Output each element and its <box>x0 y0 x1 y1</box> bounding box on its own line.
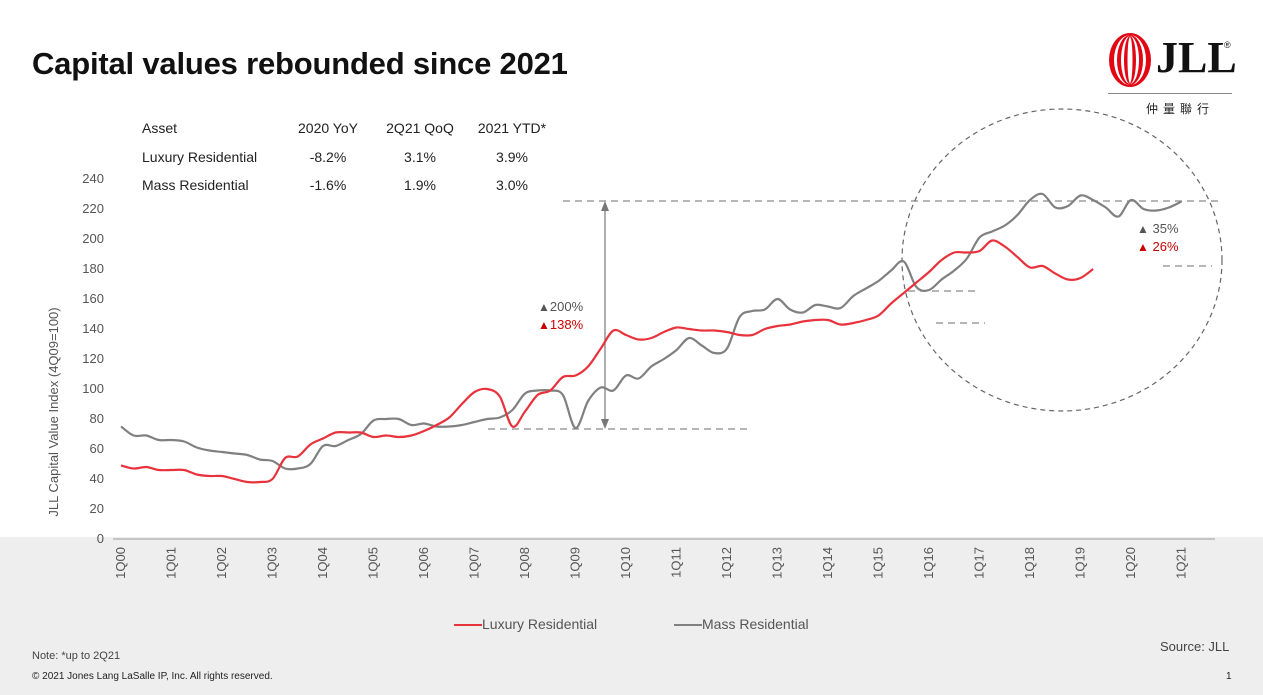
x-tick-label: 1Q15 <box>871 547 886 579</box>
table-cell: 1.9% <box>404 177 436 194</box>
x-tick-label: 1Q05 <box>366 547 381 579</box>
table-cell: Luxury Residential <box>142 148 258 165</box>
logo-chinese: 仲量聯行 <box>1146 102 1215 116</box>
footnote: Note: *up to 2Q21 <box>32 650 121 662</box>
table-row: Luxury Residential -8.2% 3.1% 3.9% <box>136 143 554 172</box>
y-tick-label: 100 <box>82 381 104 396</box>
legend-label-mass: Mass Residential <box>702 616 809 632</box>
source-note: Source: JLL <box>1160 639 1230 654</box>
left-mass-change: 200% <box>549 299 584 314</box>
jll-logo: JLL ® 仲量聯行 <box>1106 30 1237 120</box>
left-luxury-change: 138% <box>549 317 584 332</box>
up-triangle-icon: ▲ <box>538 318 550 332</box>
jll-logo-mark-icon <box>1109 33 1151 87</box>
x-tick-label: 1Q03 <box>265 547 280 579</box>
y-tick-label: 120 <box>82 351 104 366</box>
up-triangle-icon: ▲ <box>538 300 550 314</box>
y-tick-label: 160 <box>82 291 104 306</box>
x-tick-label: 1Q07 <box>467 547 482 579</box>
table-header: 2020 YoY <box>298 120 358 137</box>
y-tick-label: 40 <box>90 471 104 486</box>
x-tick-label: 1Q16 <box>921 547 936 579</box>
table-header: 2021 YTD* <box>477 120 547 137</box>
x-tick-label: 1Q13 <box>770 547 785 579</box>
logo-wordmark: JLL <box>1156 33 1237 82</box>
y-tick-label: 220 <box>82 201 104 216</box>
x-axis: 1Q00 1Q01 1Q02 1Q03 1Q04 1Q05 1Q06 1Q07 1Q08 1Q09… <box>113 538 1215 579</box>
logo-divider <box>1108 93 1232 94</box>
legend-label-luxury: Luxury Residential <box>482 616 598 632</box>
table-cell: -1.6% <box>309 177 347 194</box>
y-tick-label: 60 <box>90 441 104 456</box>
series-line-luxury <box>120 239 1094 484</box>
x-tick-label: 1Q01 <box>164 547 179 579</box>
logo-registered: ® <box>1224 40 1231 50</box>
table-cell: 3.9% <box>496 148 528 165</box>
x-tick-label: 1Q14 <box>820 547 835 579</box>
up-triangle-icon: ▲ <box>1137 240 1149 254</box>
table-cell: 3.0% <box>496 177 528 194</box>
left-annotation: ▲200% ▲138% <box>538 298 583 334</box>
x-tick-label: 1Q19 <box>1073 547 1088 579</box>
legend-swatch-mass <box>674 624 702 627</box>
y-tick-label: 140 <box>82 321 104 336</box>
table-header: Asset <box>142 120 178 137</box>
right-luxury-change: 26% <box>1152 239 1179 254</box>
arrow-head-down-icon <box>601 419 609 429</box>
x-tick-label: 1Q08 <box>517 547 532 579</box>
up-triangle-icon: ▲ <box>1137 222 1149 236</box>
y-axis: 0 20 40 60 80 100 120 140 160 180 200 220 240 <box>82 171 104 546</box>
annotation-guides <box>488 108 1223 430</box>
table-cell: Mass Residential <box>142 177 249 194</box>
table-cell: -8.2% <box>309 148 347 165</box>
table-header: 2Q21 QoQ <box>386 120 454 137</box>
x-tick-label: 1Q09 <box>568 547 583 579</box>
table-row: Mass Residential -1.6% 1.9% 3.0% <box>136 171 554 200</box>
x-tick-label: 1Q17 <box>972 547 987 579</box>
x-tick-label: 1Q20 <box>1123 547 1138 579</box>
x-tick-label: 1Q00 <box>113 547 128 579</box>
x-tick-label: 1Q04 <box>315 547 330 579</box>
y-tick-label: 200 <box>82 231 104 246</box>
highlight-circle <box>901 108 1223 412</box>
table-header-row: Asset 2020 YoY 2Q21 QoQ 2021 YTD* <box>136 114 554 143</box>
x-tick-label: 1Q11 <box>669 547 684 578</box>
y-axis-title: JLL Capital Value Index (4Q09=100) <box>46 307 61 516</box>
arrow-head-up-icon <box>601 201 609 211</box>
table-cell: 3.1% <box>404 148 436 165</box>
y-tick-label: 240 <box>82 171 104 186</box>
y-tick-label: 0 <box>97 531 104 546</box>
x-tick-label: 1Q18 <box>1022 547 1037 579</box>
series-line-mass <box>120 192 1182 471</box>
y-tick-label: 80 <box>90 411 104 426</box>
legend-swatch-luxury <box>454 624 482 627</box>
x-tick-label: 1Q12 <box>719 547 734 579</box>
x-tick-label: 1Q21 <box>1174 547 1189 579</box>
x-tick-label: 1Q06 <box>416 547 431 579</box>
page-number: 1 <box>1226 671 1232 682</box>
right-annotation: ▲ 35% ▲ 26% <box>1137 220 1179 256</box>
page-title: Capital values rebounded since 2021 <box>32 46 568 81</box>
y-tick-label: 20 <box>90 501 104 516</box>
legend-item-mass: Mass Residential <box>674 616 809 632</box>
x-tick-label: 1Q10 <box>618 547 633 579</box>
copyright: © 2021 Jones Lang LaSalle IP, Inc. All r… <box>32 671 273 682</box>
right-mass-change: 35% <box>1152 221 1179 236</box>
y-tick-label: 180 <box>82 261 104 276</box>
asset-summary-table: Asset 2020 YoY 2Q21 QoQ 2021 YTD* Luxury… <box>136 114 554 200</box>
legend-item-luxury: Luxury Residential <box>454 616 597 632</box>
bottom-band <box>0 537 1263 695</box>
x-tick-label: 1Q02 <box>214 547 229 579</box>
